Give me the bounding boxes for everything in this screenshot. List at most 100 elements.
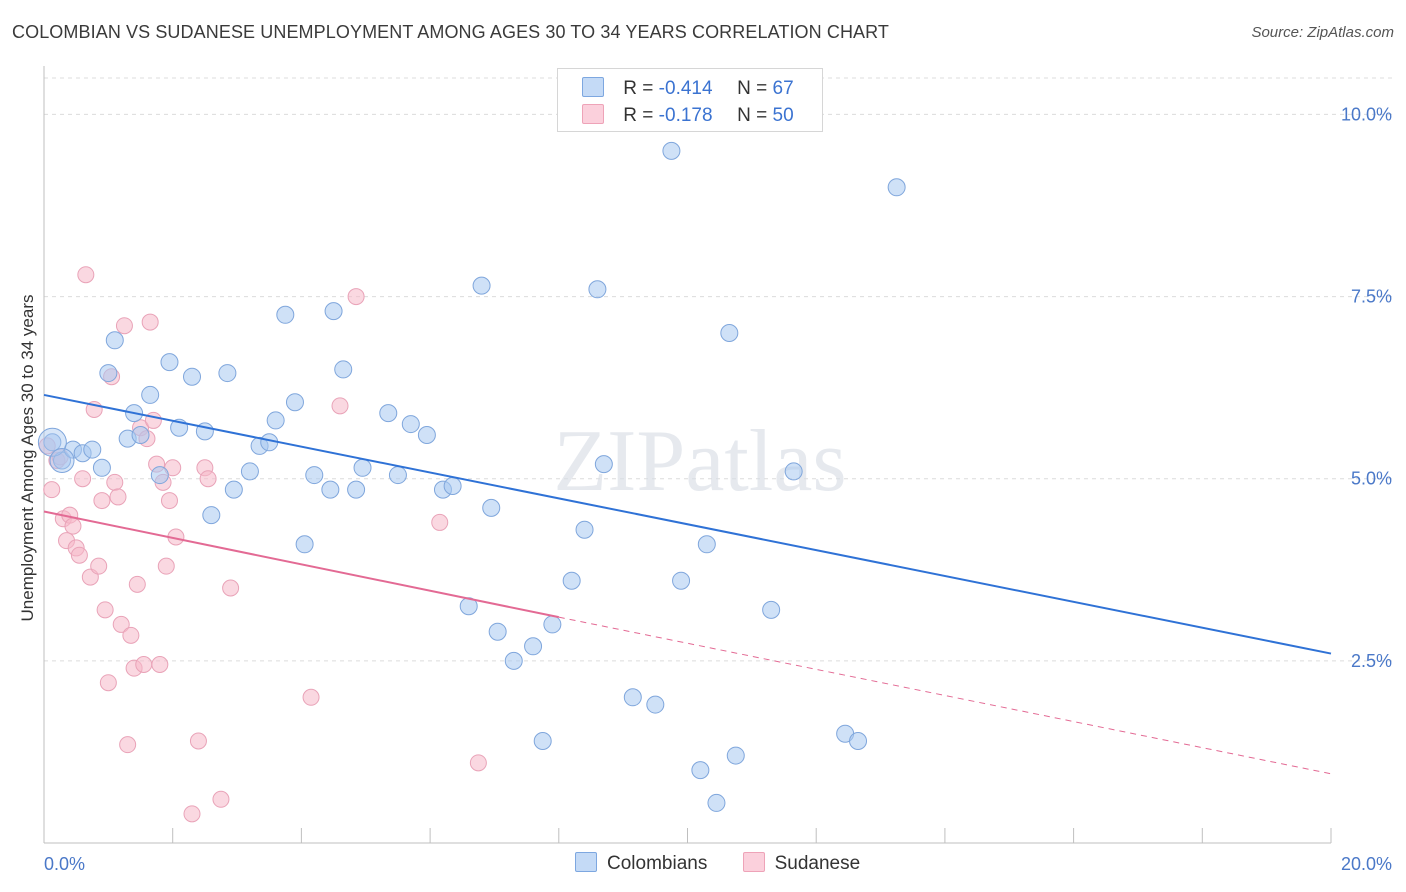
colombian-point-cluster: [49, 448, 75, 473]
sudanese-point: [183, 805, 201, 823]
legend-sudanese-label: Sudanese: [774, 853, 861, 874]
colombian-point: [141, 385, 160, 404]
sudanese-point: [128, 575, 146, 593]
colombian-point: [183, 367, 202, 386]
colombian-point: [321, 480, 340, 499]
tick-layer: 2.5% 5.0% 7.5% 10.0% 0.0% 20.0%: [44, 104, 1392, 874]
sudanese-point: [347, 288, 365, 306]
colombian-point: [379, 404, 398, 423]
legend-n-label: N =: [737, 78, 768, 99]
sudanese-point: [151, 656, 169, 673]
legend-r-label: R =: [623, 105, 654, 126]
sudanese-point: [199, 470, 217, 488]
y-tick-label: 7.5%: [1351, 287, 1392, 307]
colombian-point: [295, 535, 314, 554]
colombian-point: [575, 520, 594, 539]
sudanese-point: [160, 492, 178, 510]
sudanese-point: [189, 732, 207, 750]
colombian-point: [707, 793, 726, 812]
colombian-point: [202, 506, 221, 525]
sudanese-point: [99, 674, 117, 692]
sudanese-point: [135, 656, 153, 673]
colombian-point: [240, 462, 259, 481]
colombian-point: [588, 280, 607, 299]
y-tick-label: 2.5%: [1351, 651, 1392, 671]
source-label: Source: ZipAtlas.com: [1251, 24, 1394, 41]
legend-item-sudanese: Sudanese: [742, 852, 861, 875]
sudanese-point: [431, 513, 449, 531]
sudanese-point: [222, 579, 240, 597]
sudanese-point: [93, 492, 111, 510]
sudanese-point: [90, 557, 108, 575]
colombian-point: [662, 141, 681, 160]
sudanese-point: [77, 266, 95, 284]
colombian-point: [43, 433, 62, 452]
colombian-point: [443, 477, 462, 495]
colombian-point: [488, 622, 507, 641]
colombian-point: [305, 466, 324, 485]
colombian-point: [762, 600, 781, 619]
sudanese-trendline: [43, 510, 560, 619]
legend-n-value: 67: [772, 78, 794, 99]
legend-r-value: -0.414: [658, 78, 713, 99]
x-tick-label: 0.0%: [44, 854, 85, 874]
axis-layer: [43, 66, 1332, 844]
colombian-point: [99, 364, 118, 383]
sudanese-swatch: [582, 104, 604, 124]
colombians-swatch: [582, 77, 604, 97]
points-layer: [37, 141, 906, 823]
sudanese-point: [331, 397, 349, 415]
sudanese-point: [112, 615, 130, 633]
sudanese-point: [122, 626, 140, 644]
colombian-point: [849, 732, 868, 750]
sudanese-point: [106, 473, 124, 491]
sudanese-point: [64, 517, 82, 535]
colombian-point: [646, 695, 665, 714]
colombian-point: [697, 535, 716, 554]
colombian-point: [83, 440, 102, 459]
colombian-point: [524, 637, 543, 656]
series-legend: Colombians Sudanese: [575, 852, 890, 875]
correlation-legend: R = -0.414 N = 67 R = -0.178 N = 50: [557, 68, 823, 132]
legend-row-sudanese: R = -0.178 N = 50: [582, 104, 794, 128]
colombian-point: [388, 466, 407, 485]
sudanese-point: [115, 317, 133, 335]
colombian-point: [533, 732, 552, 750]
colombian-point: [887, 178, 906, 197]
sudanese-swatch: [742, 852, 765, 872]
colombian-point: [472, 276, 491, 295]
colombian-point: [353, 458, 372, 477]
sudanese-point: [119, 736, 137, 754]
colombian-point: [401, 415, 420, 434]
sudanese-point: [74, 470, 92, 488]
colombian-point: [672, 571, 691, 590]
colombian-point: [324, 302, 343, 321]
x-tick-label: 20.0%: [1341, 854, 1392, 874]
colombian-point: [504, 651, 523, 670]
sudanese-point: [302, 688, 320, 706]
sudanese-point: [43, 481, 61, 499]
sudanese-point: [212, 790, 230, 808]
legend-colombians-label: Colombians: [607, 853, 708, 874]
colombians-swatch: [575, 852, 597, 872]
colombian-point: [218, 364, 237, 383]
colombian-point: [266, 411, 285, 430]
legend-r-label: R =: [623, 78, 654, 99]
trend-layer: [43, 393, 1332, 775]
sudanese-point: [96, 601, 114, 619]
colombian-point: [482, 498, 501, 517]
legend-n-value: 50: [772, 105, 794, 126]
colombian-point: [543, 615, 562, 634]
chart-title: COLOMBIAN VS SUDANESE UNEMPLOYMENT AMONG…: [12, 22, 890, 42]
colombian-point: [150, 466, 169, 485]
legend-row-colombians: R = -0.414 N = 67: [582, 77, 794, 101]
sudanese-point: [469, 754, 487, 772]
sudanese-trendline-extrapolated: [558, 616, 1332, 775]
colombians-trendline: [43, 393, 1332, 655]
colombian-point: [92, 458, 111, 477]
colombian-point: [131, 426, 150, 444]
colombian-point: [160, 353, 179, 372]
colombian-point: [726, 746, 745, 765]
y-tick-label: 10.0%: [1341, 104, 1392, 124]
